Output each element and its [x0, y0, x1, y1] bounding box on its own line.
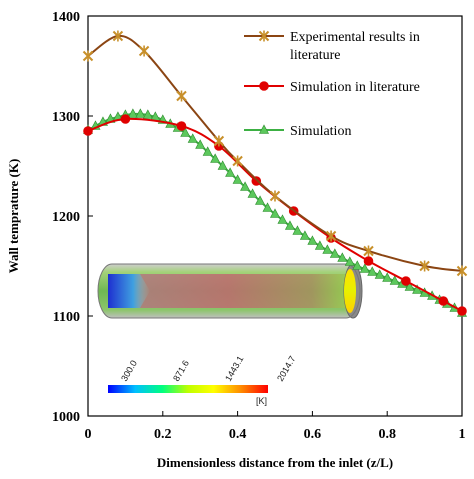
- colorbar-tick-0: 300.0: [119, 358, 139, 383]
- data-point: [112, 30, 124, 42]
- data-point: [389, 275, 400, 285]
- legend: Experimental results in literature Simulat…: [244, 30, 420, 139]
- colorbar-tick-2: 1443.1: [223, 354, 245, 383]
- legend-label: Simulation: [290, 124, 351, 139]
- x-tick-label: 0.2: [154, 427, 172, 442]
- data-point: [270, 208, 280, 218]
- data-point: [138, 45, 150, 57]
- data-point: [374, 269, 385, 279]
- colorbar-tick-3: 2014.7: [275, 354, 297, 383]
- data-point: [284, 220, 295, 230]
- colorbar: 300.0 871.6 1443.1 2014.7 [K]: [108, 354, 297, 406]
- legend-item-2: Simulation: [244, 124, 351, 139]
- data-point: [337, 252, 348, 262]
- data-point: [251, 176, 262, 186]
- data-point: [419, 260, 430, 272]
- data-point: [322, 244, 333, 254]
- tube-contour-inset: [97, 263, 363, 319]
- data-point: [232, 155, 243, 167]
- data-point: [142, 109, 153, 119]
- y-axis-title: Wall temprature (K): [6, 159, 21, 274]
- y-tick-label: 1400: [52, 10, 80, 25]
- data-point: [269, 190, 281, 202]
- data-point: [187, 133, 198, 143]
- data-point: [456, 265, 468, 277]
- series-layer: [82, 30, 468, 317]
- y-tick-label: 1100: [53, 310, 80, 325]
- data-point: [382, 272, 393, 282]
- data-point: [255, 195, 266, 205]
- y-tick-label: 1000: [52, 410, 80, 425]
- series-line: [87, 34, 463, 272]
- data-point: [457, 306, 467, 316]
- data-point: [135, 108, 146, 118]
- data-point: [176, 121, 187, 131]
- legend-marker: [259, 124, 269, 134]
- data-point: [367, 266, 378, 276]
- data-point: [325, 230, 337, 242]
- data-point: [363, 256, 374, 266]
- data-point: [120, 114, 131, 124]
- x-tick-label: 0: [85, 427, 92, 442]
- legend-label: Experimental results in: [290, 30, 420, 45]
- y-tick-label: 1300: [52, 110, 80, 125]
- data-point: [176, 90, 187, 102]
- data-point: [127, 108, 138, 118]
- data-point: [352, 260, 363, 270]
- data-point: [195, 139, 206, 149]
- y-tick-label: 1200: [52, 210, 80, 225]
- data-point: [359, 263, 370, 273]
- data-point: [225, 167, 236, 177]
- legend-marker: [258, 30, 270, 42]
- data-point: [232, 174, 243, 184]
- x-tick-label: 1: [459, 427, 466, 442]
- x-tick-label: 0.6: [304, 427, 322, 442]
- colorbar-unit: [K]: [256, 396, 267, 406]
- x-axis-title: Dimensionless distance from the inlet (z…: [157, 455, 393, 470]
- data-point: [277, 214, 288, 224]
- data-point: [210, 153, 221, 163]
- data-point: [404, 281, 415, 291]
- legend-item-1: Simulation in literature: [244, 80, 420, 95]
- x-tick-label: 0.4: [229, 427, 247, 442]
- colorbar-gradient: [108, 385, 268, 393]
- legend-label: literature: [290, 48, 341, 63]
- data-point: [314, 240, 325, 250]
- data-point: [307, 235, 318, 245]
- data-point: [213, 135, 225, 147]
- x-tick-label: 0.8: [378, 427, 396, 442]
- data-point: [363, 245, 374, 257]
- data-point: [82, 50, 94, 62]
- data-point: [247, 188, 258, 198]
- legend-label: Simulation in literature: [290, 80, 420, 95]
- data-point: [292, 225, 303, 235]
- data-point: [240, 181, 251, 191]
- data-point: [217, 160, 228, 170]
- legend-item-0: Experimental results in literature: [244, 30, 420, 63]
- colorbar-tick-1: 871.6: [171, 358, 191, 383]
- data-point: [344, 256, 355, 266]
- data-point: [329, 248, 340, 258]
- data-point: [438, 296, 449, 306]
- legend-marker: [259, 81, 269, 91]
- data-point: [202, 146, 213, 156]
- data-point: [83, 126, 93, 136]
- data-point: [262, 202, 273, 212]
- series-0: [82, 30, 468, 277]
- data-point: [180, 127, 191, 137]
- data-point: [401, 276, 411, 286]
- data-point: [299, 230, 310, 240]
